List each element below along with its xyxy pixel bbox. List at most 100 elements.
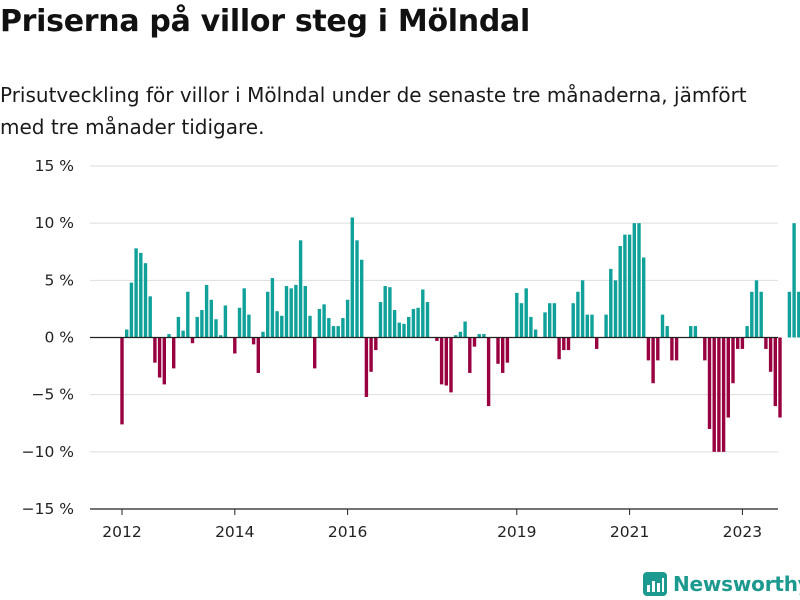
y-tick-label: 0 %	[44, 329, 74, 347]
bar-negative	[557, 337, 561, 360]
bar-negative	[162, 337, 166, 385]
bar-positive	[529, 316, 533, 338]
bar-negative	[562, 337, 566, 351]
bar-positive	[750, 291, 754, 338]
bar-positive	[580, 280, 585, 338]
bar-positive	[604, 314, 608, 338]
x-tick-label: 2012	[102, 523, 141, 541]
bar-negative	[251, 337, 256, 345]
bar-negative	[674, 337, 679, 361]
bar-positive	[327, 318, 331, 338]
bar-positive	[275, 311, 279, 338]
bar-positive	[336, 326, 340, 338]
bar-positive	[303, 286, 307, 338]
bar-positive	[298, 240, 303, 338]
bar-positive	[392, 310, 397, 338]
page-title: Priserna på villor steg i Mölndal	[0, 4, 530, 39]
bar-positive	[642, 257, 646, 338]
y-grid-lines	[90, 165, 778, 453]
bar-positive	[125, 329, 129, 338]
bar-positive	[209, 299, 213, 338]
bar-negative	[726, 337, 730, 418]
bar-positive	[266, 291, 270, 338]
bar-positive	[237, 307, 242, 338]
bar-positive	[787, 291, 792, 338]
bar-positive	[548, 303, 552, 338]
bar-negative	[731, 337, 735, 384]
bar-positive	[759, 291, 763, 338]
bar-negative	[369, 337, 373, 372]
bar-positive	[322, 304, 326, 338]
bar-positive	[613, 280, 618, 338]
bar-positive	[454, 335, 458, 338]
bar-positive	[421, 289, 425, 338]
bar-negative	[313, 337, 317, 369]
bar-negative	[364, 337, 369, 397]
bar-positive	[214, 319, 218, 338]
bar-positive	[477, 334, 481, 338]
bar-negative	[703, 337, 707, 361]
bar-negative	[256, 337, 260, 373]
x-tick-label: 2014	[215, 523, 254, 541]
bar-positive	[181, 330, 185, 338]
bar-positive	[280, 315, 284, 338]
bar-positive	[397, 322, 401, 338]
bar-positive	[754, 280, 759, 338]
y-tick-label: 5 %	[44, 271, 74, 289]
bar-positive	[637, 223, 641, 338]
bar-positive	[200, 310, 204, 338]
bar-positive	[458, 331, 463, 338]
bar-positive	[623, 234, 627, 338]
bar-positive	[693, 326, 698, 338]
bar-positive	[176, 316, 181, 338]
bar-negative	[233, 337, 237, 354]
bar-negative	[153, 337, 157, 363]
y-axis-tick-labels: 15 % 10 % 5 % 0 % −5 % −10 % −15 %	[22, 157, 74, 518]
bar-positive	[482, 334, 486, 338]
bar-positive	[139, 252, 143, 338]
bar-positive	[609, 268, 613, 338]
bar-positive	[590, 314, 594, 338]
bar-negative	[157, 337, 162, 378]
bar-negative	[505, 337, 510, 363]
bar-positive	[270, 278, 275, 338]
x-tick-label: 2019	[497, 523, 536, 541]
bar-positive	[341, 318, 345, 338]
bar-positive	[219, 335, 223, 338]
bar-positive	[294, 284, 298, 338]
bar-negative	[172, 337, 176, 369]
y-tick-label: 10 %	[35, 214, 74, 232]
bar-negative	[646, 337, 651, 361]
newsworthy-logo: Newsworthy	[643, 569, 800, 599]
x-axis: 2012201420162019202120232025	[90, 508, 778, 541]
bar-positive	[242, 288, 246, 338]
bar-positive	[388, 287, 392, 338]
bar-positive	[571, 303, 575, 338]
bar-series	[120, 217, 800, 452]
bar-positive	[407, 316, 411, 338]
x-tick-label: 2016	[328, 523, 367, 541]
bar-positive	[797, 291, 800, 338]
bar-positive	[143, 263, 148, 338]
brand-name: Newsworthy	[673, 572, 800, 596]
bar-negative	[566, 337, 571, 351]
bar-positive	[360, 259, 364, 338]
bar-negative	[595, 337, 599, 349]
bar-positive	[745, 326, 749, 338]
bar-positive	[425, 302, 430, 338]
y-tick-label: −15 %	[22, 500, 74, 518]
bar-negative	[707, 337, 712, 429]
bar-positive	[284, 286, 289, 338]
bar-negative	[717, 337, 721, 452]
bar-positive	[689, 326, 693, 338]
bar-positive	[585, 314, 589, 338]
bar-positive	[148, 296, 152, 338]
bar-negative	[501, 337, 505, 373]
bar-positive	[345, 299, 350, 338]
bar-negative	[486, 337, 491, 407]
bar-positive	[665, 326, 669, 338]
bar-negative	[496, 337, 500, 364]
bar-negative	[468, 337, 472, 373]
bar-positive	[627, 234, 632, 338]
